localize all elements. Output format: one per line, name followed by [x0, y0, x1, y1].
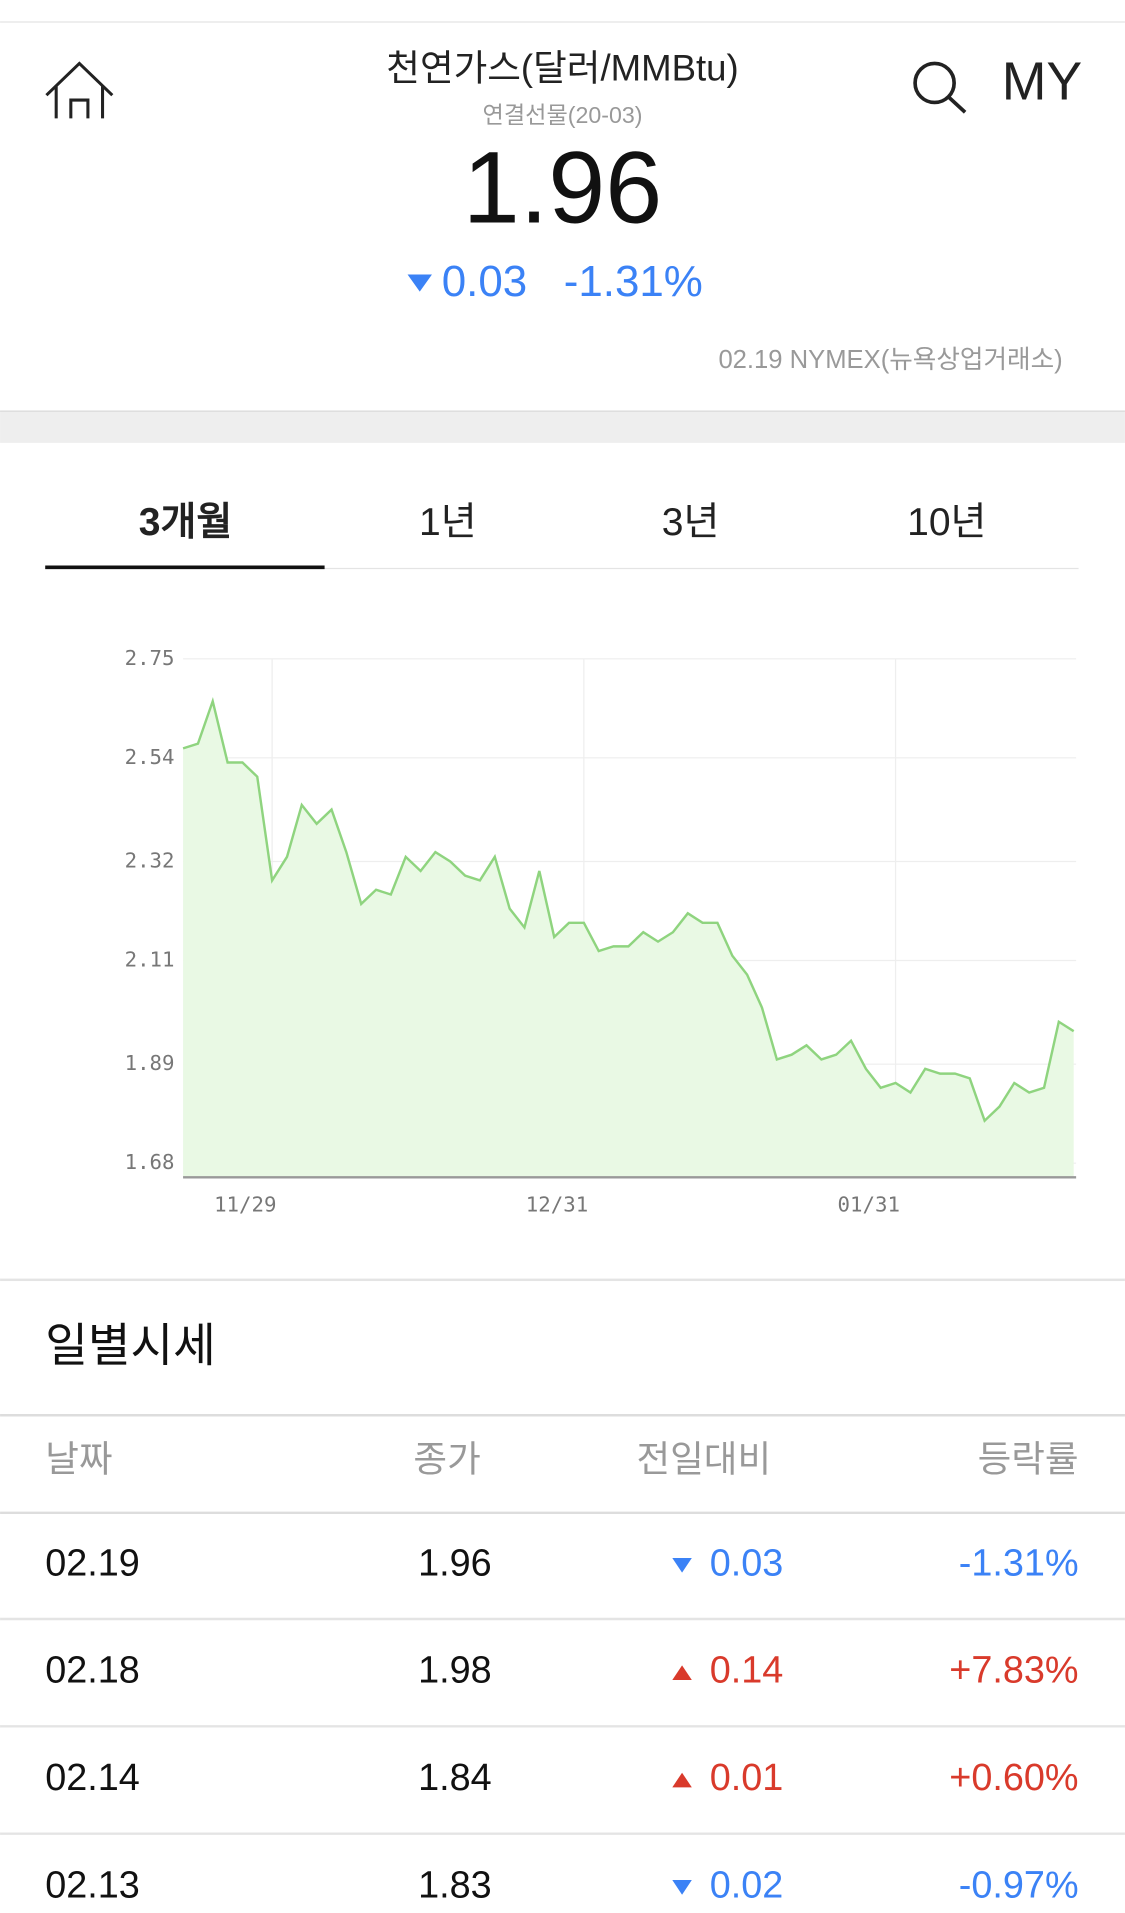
change-rate: -1.31%: [564, 257, 703, 306]
cell: 0.14: [710, 1650, 784, 1692]
tab[interactable]: 3년: [662, 501, 720, 544]
cell: +0.60%: [949, 1757, 1078, 1799]
change: 0.03: [442, 257, 527, 306]
column-header: 등락률: [978, 1438, 1079, 1479]
home-icon[interactable]: [45, 61, 114, 119]
cell: 1.96: [418, 1542, 492, 1584]
cell: 0.02: [710, 1864, 784, 1906]
price: 1.96: [463, 129, 662, 244]
tab[interactable]: 1년: [419, 501, 477, 544]
x-tick-label: 11/29: [214, 1192, 276, 1216]
section-title: 일별시세: [45, 1320, 216, 1372]
area: [183, 701, 1074, 1178]
line: [182, 696, 1075, 1123]
divider: [0, 411, 1125, 443]
tab[interactable]: 3개월: [139, 501, 233, 544]
column-header: 날짜: [45, 1438, 112, 1479]
tabs: 3개월 1년 3년 10년: [139, 501, 987, 544]
subtitle: 연결선물(20-03): [483, 102, 643, 128]
cell: 02.13: [45, 1864, 140, 1906]
x-tick-label: 12/31: [526, 1192, 588, 1216]
cell: -0.97%: [959, 1864, 1079, 1906]
tab[interactable]: 10년: [907, 501, 986, 544]
change-arrow: [672, 1880, 692, 1895]
y-tick-label: 2.32: [125, 849, 175, 873]
my-button[interactable]: MY: [1002, 52, 1083, 112]
cell: 02.18: [45, 1650, 140, 1692]
change-arrow: [672, 1557, 692, 1573]
cell: -1.31%: [959, 1542, 1079, 1584]
cell: 0.01: [710, 1757, 784, 1799]
column-header: 종가: [413, 1438, 480, 1479]
table: 날짜 종가 전일대비 등락률 02.19 1.96 0.03 -1.31% 02.18 1.98 0…: [0, 1438, 1125, 1906]
y-tick-label: 2.75: [125, 646, 175, 670]
x-tick-label: 01/31: [838, 1192, 900, 1216]
cell: +7.83%: [949, 1650, 1078, 1692]
change-arrow: [407, 274, 432, 292]
cell: 1.84: [418, 1757, 492, 1799]
cell: 02.14: [45, 1757, 140, 1799]
y-tick-label: 2.11: [125, 947, 175, 971]
cell: 0.03: [710, 1542, 784, 1584]
y-tick-label: 1.68: [125, 1150, 175, 1174]
cell: 02.19: [45, 1542, 140, 1584]
change-arrow: [672, 1772, 692, 1788]
chart: 1.68 1.89 2.11 2.32 2.54 2.75 11/29 12/31 01/31: [125, 646, 1077, 1216]
cell: 1.98: [418, 1650, 492, 1692]
divider: [0, 1278, 1125, 1282]
cell: 1.83: [418, 1864, 492, 1906]
search-icon[interactable]: [913, 61, 967, 114]
info: 02.19 NYMEX(뉴욕상업거래소): [718, 345, 1062, 374]
column-header: 전일대비: [636, 1438, 771, 1479]
y-tick-label: 2.54: [125, 745, 175, 769]
title: 천연가스(달러/MMBtu): [386, 47, 738, 88]
y-tick-label: 1.89: [125, 1051, 175, 1075]
change-arrow: [672, 1665, 692, 1680]
